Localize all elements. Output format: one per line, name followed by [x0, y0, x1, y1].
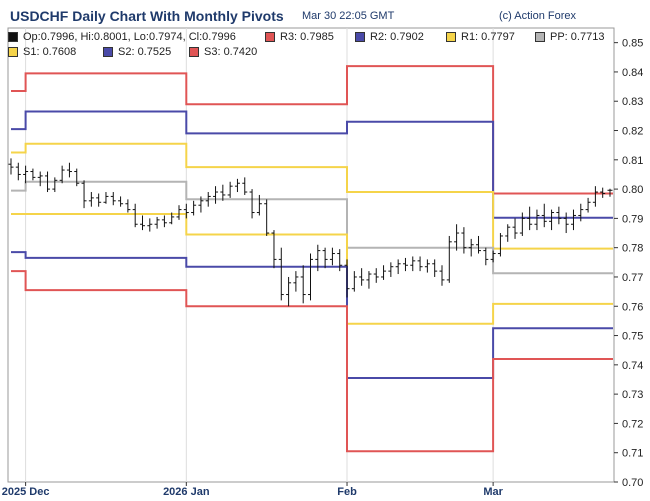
- legend-s1: S1: 0.7608: [8, 46, 76, 58]
- chart-copyright: (c) Action Forex: [499, 10, 577, 22]
- chart-header: USDCHF Daily Chart With Monthly Pivots M…: [0, 6, 650, 26]
- legend-s2: S2: 0.7525: [103, 46, 171, 58]
- legend-s1-label: S1: 0.7608: [23, 46, 77, 58]
- x-tick-label: 2025 Dec: [2, 486, 50, 498]
- legend-ohlc: Op:0.7996, Hi:0.8001, Lo:0.7974, Cl:0.79…: [8, 31, 236, 43]
- legend-s1-swatch: [8, 47, 18, 57]
- legend-r1: R1: 0.7797: [446, 31, 515, 43]
- y-tick-label: 0.84: [622, 67, 643, 79]
- chart-date: Mar 30 22:05 GMT: [302, 10, 395, 22]
- legend-pp-label: PP: 0.7713: [550, 31, 605, 43]
- x-tick-label: Feb: [337, 486, 357, 498]
- y-tick-label: 0.82: [622, 126, 643, 138]
- y-tick-label: 0.83: [622, 96, 643, 108]
- legend-r2-label: R2: 0.7902: [370, 31, 424, 43]
- x-tick-label: Mar: [483, 486, 503, 498]
- legend-s2-label: S2: 0.7525: [118, 46, 172, 58]
- y-tick-label: 0.85: [622, 38, 643, 50]
- pivot-r3-line: [11, 65, 613, 195]
- pivot-s1-line: [11, 213, 613, 325]
- legend-s3: S3: 0.7420: [189, 46, 257, 58]
- y-tick-label: 0.79: [622, 213, 643, 225]
- y-tick-label: 0.81: [622, 155, 643, 167]
- y-tick-label: 0.70: [622, 477, 643, 489]
- y-tick-label: 0.72: [622, 418, 643, 430]
- y-tick-label: 0.76: [622, 301, 643, 313]
- legend-r2: R2: 0.7902: [355, 31, 424, 43]
- legend-r3-swatch: [265, 32, 275, 42]
- y-tick-label: 0.78: [622, 243, 643, 255]
- x-tick-label: 2026 Jan: [163, 486, 210, 498]
- legend-pp-swatch: [535, 32, 545, 42]
- plot-frame: [7, 27, 615, 483]
- y-tick-label: 0.80: [622, 184, 643, 196]
- legend-r2-swatch: [355, 32, 365, 42]
- legend-ohlc-label: Op:0.7996, Hi:0.8001, Lo:0.7974, Cl:0.79…: [23, 31, 236, 43]
- legend-r3: R3: 0.7985: [265, 31, 334, 43]
- legend-s3-label: S3: 0.7420: [204, 46, 258, 58]
- pivot-r1-line: [11, 142, 613, 250]
- legend-ohlc-swatch: [8, 32, 18, 42]
- y-tick-label: 0.74: [622, 360, 643, 372]
- legend-r1-swatch: [446, 32, 456, 42]
- legend-pp: PP: 0.7713: [535, 31, 604, 43]
- chart-title: USDCHF Daily Chart With Monthly Pivots: [10, 8, 284, 24]
- legend-s3-swatch: [189, 47, 199, 57]
- y-tick-label: 0.71: [622, 448, 643, 460]
- legend-r3-label: R3: 0.7985: [280, 31, 334, 43]
- y-tick-label: 0.77: [622, 272, 643, 284]
- pivot-s2-line: [11, 251, 613, 379]
- y-tick-label: 0.75: [622, 331, 643, 343]
- legend-r1-label: R1: 0.7797: [461, 31, 515, 43]
- pivot-s3-line: [11, 270, 613, 453]
- legend-s2-swatch: [103, 47, 113, 57]
- y-tick-label: 0.73: [622, 389, 643, 401]
- pivot-r2-line: [11, 110, 613, 219]
